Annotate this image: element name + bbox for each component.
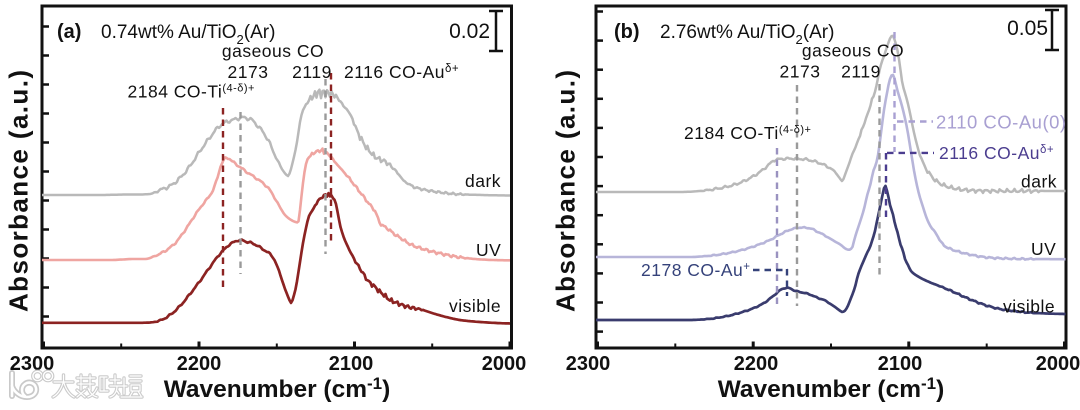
svg-text:2116 CO-Auδ+: 2116 CO-Auδ+ [344, 62, 459, 82]
svg-text:2119: 2119 [292, 62, 332, 82]
svg-text:2200: 2200 [177, 353, 222, 375]
svg-text:2300: 2300 [566, 353, 611, 375]
svg-text:UV: UV [476, 240, 501, 260]
svg-text:Absorbance (a.u.): Absorbance (a.u.) [551, 69, 581, 312]
svg-text:2173: 2173 [780, 62, 821, 82]
svg-text:Wavenumber (cm-1): Wavenumber (cm-1) [718, 374, 945, 403]
svg-text:0.02: 0.02 [449, 20, 490, 43]
svg-text:2000: 2000 [1036, 353, 1080, 375]
svg-text:0.74wt% Au/TiO2(Ar): 0.74wt% Au/TiO2(Ar) [101, 22, 275, 47]
svg-text:visible: visible [1003, 297, 1055, 317]
svg-text:dark: dark [465, 171, 501, 191]
svg-text:2300: 2300 [10, 353, 55, 375]
svg-text:2173: 2173 [228, 62, 269, 82]
svg-text:Wavenumber (cm-1): Wavenumber (cm-1) [164, 374, 391, 403]
svg-text:2178 CO-Au+: 2178 CO-Au+ [641, 260, 751, 280]
svg-text:2.76wt% Au/TiO2(Ar): 2.76wt% Au/TiO2(Ar) [660, 22, 834, 47]
svg-text:(a): (a) [57, 21, 81, 43]
svg-text:Absorbance (a.u.): Absorbance (a.u.) [4, 69, 34, 312]
svg-text:UV: UV [1031, 239, 1056, 259]
svg-text:2100: 2100 [329, 353, 374, 375]
svg-text:2000: 2000 [482, 353, 527, 375]
svg-text:2100: 2100 [878, 353, 923, 375]
svg-text:gaseous CO: gaseous CO [222, 41, 324, 61]
svg-text:2200: 2200 [734, 353, 779, 375]
svg-text:2110 CO-Au(0): 2110 CO-Au(0) [936, 112, 1067, 133]
svg-text:visible: visible [449, 296, 501, 316]
svg-text:(b): (b) [614, 21, 640, 43]
svg-text:2119: 2119 [841, 62, 881, 82]
svg-text:2116 CO-Auδ+: 2116 CO-Auδ+ [939, 143, 1054, 163]
svg-text:dark: dark [1021, 172, 1057, 192]
svg-text:0.05: 0.05 [1007, 17, 1048, 40]
svg-text:gaseous CO: gaseous CO [802, 41, 904, 61]
